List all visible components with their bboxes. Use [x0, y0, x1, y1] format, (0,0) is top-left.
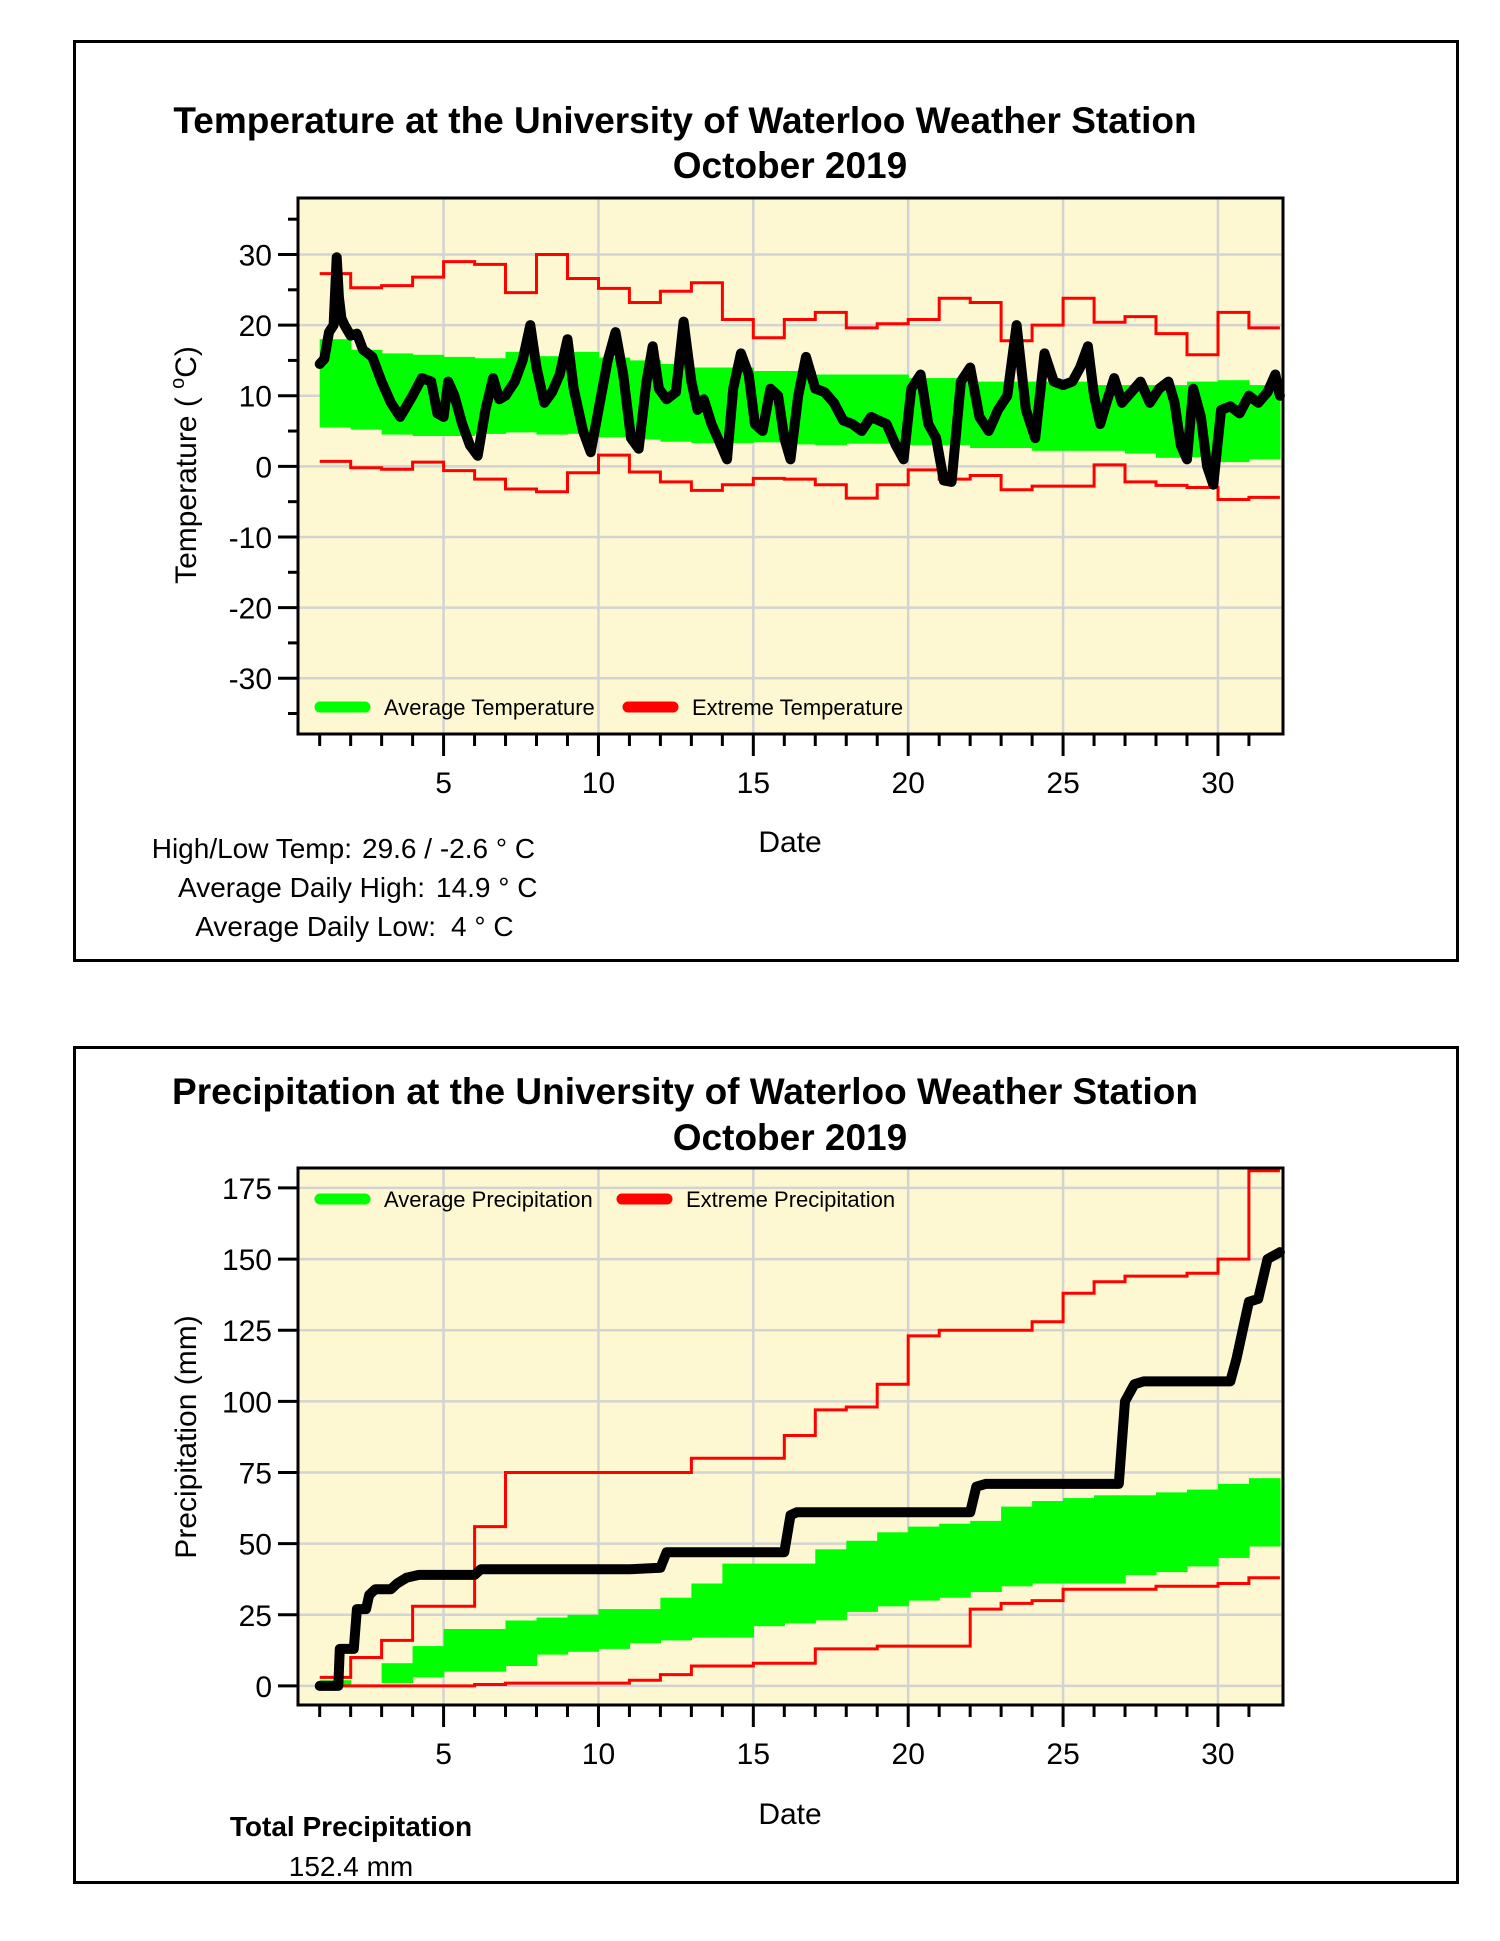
temperature-chart: Average Temperature Extreme Temperature 30… — [229, 196, 1285, 800]
y-tick-label: -10 — [229, 522, 272, 555]
precip-x-axis-title: Date — [758, 1798, 821, 1831]
average-band-segment — [1032, 1501, 1064, 1584]
x-tick-label: 15 — [737, 767, 770, 800]
legend-extreme-label: Extreme Temperature — [692, 695, 903, 720]
x-tick-label: 5 — [435, 767, 452, 800]
average-band-segment — [381, 1663, 414, 1684]
y-tick-label: 0 — [255, 451, 272, 484]
x-tick-label: 25 — [1046, 767, 1079, 800]
average-band-segment — [1156, 1492, 1188, 1573]
temp-stat-high-low-value: 29.6 / -2.6 ° C — [362, 833, 535, 864]
x-tick-label: 20 — [892, 767, 925, 800]
average-band-segment — [1063, 1498, 1095, 1584]
average-band-segment — [877, 1532, 909, 1607]
temp-x-axis-title: Date — [758, 826, 821, 859]
average-band-segment — [629, 1609, 661, 1644]
average-band-segment — [567, 1614, 600, 1652]
observed-line — [314, 1247, 1285, 1691]
x-tick-label: 15 — [737, 1738, 770, 1771]
extreme-low-line — [319, 1576, 1280, 1688]
x-tick-label: 10 — [582, 767, 615, 800]
precip-y-axis-title: Precipitation (mm) — [170, 1315, 203, 1558]
average-band-segment — [598, 1609, 631, 1649]
y-tick-label: 175 — [222, 1173, 272, 1206]
average-band-segment — [1125, 1495, 1157, 1575]
x-tick-label: 20 — [892, 1738, 925, 1771]
temp-y-axis-title-sup: o — [167, 378, 189, 389]
temp-y-axis-title-pre: Temperature ( — [170, 389, 203, 584]
y-tick-label: 75 — [239, 1457, 272, 1490]
y-tick-label: 0 — [255, 1671, 272, 1704]
y-tick-label: 150 — [222, 1244, 272, 1277]
temp-stat-avg-high-value: 14.9 ° C — [436, 872, 537, 903]
average-band-segment — [784, 1563, 816, 1624]
temp-stat-avg-low-value: 4 ° C — [451, 911, 514, 942]
average-band-segment — [846, 1540, 878, 1612]
average-band-segment — [1187, 1489, 1219, 1567]
precip-total-value: 152.4 mm — [289, 1851, 414, 1882]
y-tick-label: 30 — [239, 239, 272, 272]
y-tick-label: 50 — [239, 1529, 272, 1562]
temp-stat-high-low-label: High/Low Temp: — [152, 833, 352, 864]
legend-average-label: Average Precipitation — [384, 1187, 593, 1212]
average-band-segment — [412, 1646, 445, 1678]
y-tick-label: 20 — [239, 310, 272, 343]
temp-stat-avg-low-label: Average Daily Low: — [195, 911, 436, 942]
legend-average-label: Average Temperature — [384, 695, 595, 720]
x-tick-label: 5 — [435, 1738, 452, 1771]
y-tick-label: 25 — [239, 1600, 272, 1633]
average-band-segment — [970, 1520, 1002, 1592]
y-tick-label: 100 — [222, 1386, 272, 1419]
precip-chart-title: Precipitation at the University of Water… — [172, 1071, 1198, 1112]
average-band-segment — [536, 1617, 569, 1655]
y-tick-label: 10 — [239, 381, 272, 414]
average-band-segment — [1094, 1495, 1126, 1584]
x-tick-label: 30 — [1201, 767, 1234, 800]
average-band-segment — [1001, 1506, 1033, 1587]
average-band-segment — [908, 1526, 940, 1601]
temp-y-axis-title: Temperature ( oC) — [167, 346, 203, 584]
x-tick-label: 30 — [1201, 1738, 1234, 1771]
average-band-segment — [660, 1597, 692, 1641]
average-band-segment — [443, 1629, 476, 1672]
average-band-segment — [939, 1523, 971, 1598]
extreme-low-line — [319, 453, 1280, 501]
average-band-segment — [815, 1549, 847, 1621]
precipitation-chart: Average Precipitation Extreme Precipitati… — [222, 1166, 1285, 1771]
y-tick-label: -30 — [229, 663, 272, 696]
temp-y-axis-title-post: C) — [170, 346, 203, 378]
precip-chart-subtitle: October 2019 — [673, 1117, 907, 1158]
temp-chart-title: Temperature at the University of Waterlo… — [173, 100, 1196, 141]
temp-chart-subtitle: October 2019 — [673, 145, 907, 186]
temp-stat-avg-high-label: Average Daily High: — [178, 872, 425, 903]
average-band-segment — [753, 1563, 785, 1627]
y-tick-label: -20 — [229, 593, 272, 626]
plot-frame — [296, 1166, 1285, 1707]
average-band-segment — [505, 1620, 538, 1666]
x-tick-label: 25 — [1046, 1738, 1079, 1771]
precip-total-label: Total Precipitation — [230, 1811, 472, 1842]
average-band-segment — [474, 1629, 507, 1672]
legend-extreme-label: Extreme Precipitation — [686, 1187, 895, 1212]
y-tick-label: 125 — [222, 1315, 272, 1348]
average-band-segment — [1248, 1478, 1281, 1547]
extreme-high-line — [319, 253, 1280, 357]
x-tick-label: 10 — [582, 1738, 615, 1771]
observed-line — [314, 252, 1285, 490]
average-band-segment — [691, 1583, 723, 1638]
average-band-segment — [1218, 1483, 1250, 1558]
average-band-segment — [722, 1563, 754, 1638]
